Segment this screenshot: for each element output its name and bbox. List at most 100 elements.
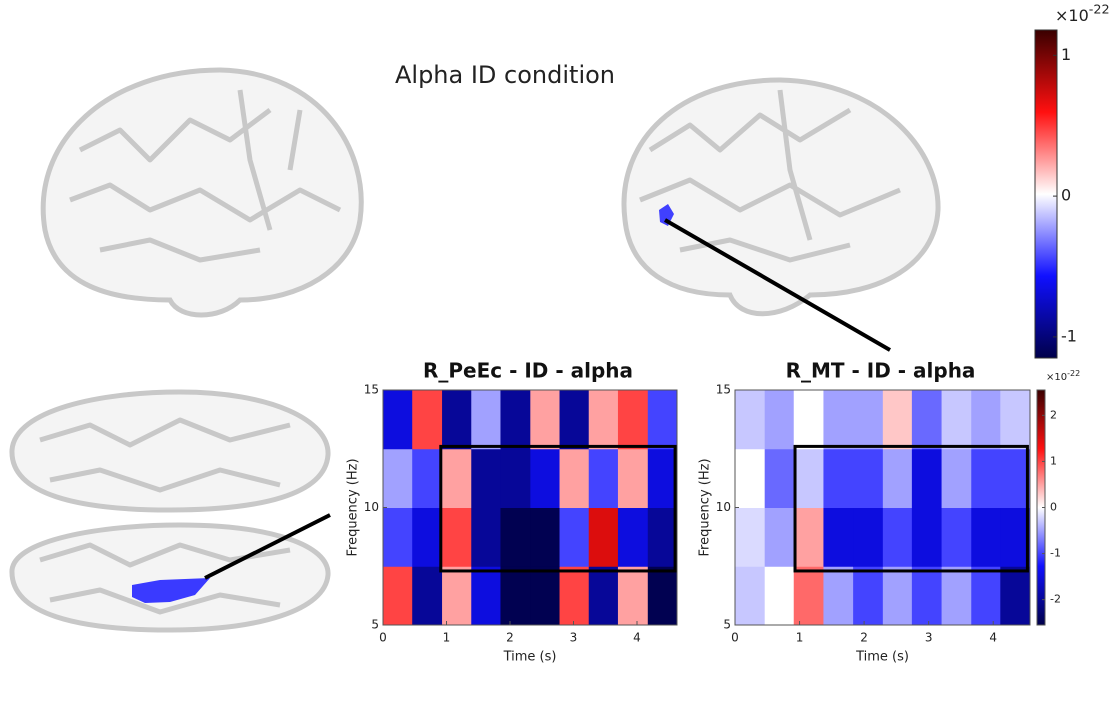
colorbar [1034,29,1058,359]
heatmap-cell [471,566,501,626]
colorbar-tick-label: -1 [1061,326,1077,345]
heatmap-cell [647,448,678,508]
colorbar-tick-label: 2 [1050,408,1057,421]
heatmap-cell [941,566,972,626]
brain-left-lateral [40,67,364,318]
x-tick-label: 2 [506,631,514,645]
heatmap-cell [412,507,443,567]
connector [204,513,331,580]
heatmap-cell [500,566,531,626]
heatmap-cell [559,566,590,626]
heatmap-cell [617,448,649,508]
x-tick-label: 1 [443,631,451,645]
heatmap-cell [793,390,824,450]
heatmap-cell [793,566,824,626]
y-tick-label: 10 [364,500,379,514]
brain-top [9,389,331,633]
heatmap-cell [442,448,472,508]
heatmap-cell [823,507,854,567]
heatmap-cell [1000,448,1031,508]
x-tick-label: 3 [570,631,578,645]
plot-title: R_MT - ID - alpha [786,359,976,383]
heatmap-cell [647,566,678,626]
heatmap-cell [882,507,913,567]
heatmap-cell [764,507,795,567]
heatmap-cell [383,507,413,567]
heatmap-cell [853,390,884,450]
heatmap-cell [823,448,854,508]
multiplier-exponent: -22 [1067,369,1080,378]
heatmap-cell [442,507,472,567]
y-tick-label: 10 [716,500,731,514]
x-tick-label: 0 [731,631,739,645]
plot-title: R_PeEc - ID - alpha [423,359,633,383]
heatmap-cell [471,390,501,450]
colorbar-tick-label: 0 [1050,501,1057,514]
heatmap-cell [853,448,884,508]
x-tick-label: 1 [796,631,804,645]
figure-title: Alpha ID condition [395,61,615,89]
heatmap-cell [559,507,590,567]
heatmap-cell [971,448,1001,508]
heatmap-cell [647,390,678,450]
brain-right-lateral [621,77,941,317]
colorbar-tick-label: 0 [1061,186,1071,205]
connector [663,218,892,352]
heatmap-cell [941,448,972,508]
heatmap-cell [971,566,1001,626]
heatmap-cell [735,448,766,508]
y-tick-label: 5 [371,618,379,632]
colorbar-tick-label: 1 [1061,45,1071,64]
colorbar-tick-label: -2 [1050,593,1061,606]
heatmap-cell [911,507,943,567]
x-tick-label: 0 [379,631,387,645]
x-tick-label: 2 [860,631,868,645]
x-tick-label: 4 [989,631,997,645]
heatmap-cell [911,390,943,450]
y-axis-label: Frequency (Hz) [346,458,361,556]
heatmap-cell [442,566,472,626]
heatmap-cell [647,507,678,567]
multiplier-base: ×10 [1046,372,1067,383]
heatmap-cell [588,566,619,626]
heatmap-cell [500,507,531,567]
heatmap-cell [559,390,590,450]
colorbar-multiplier: ×10-22 [1055,2,1110,24]
heatmap-cell [588,507,619,567]
heatmap-cell [1000,566,1031,626]
analysis-window [439,444,677,573]
heatmap-cell [823,566,854,626]
heatmap-cell [383,390,413,450]
heatmap-cell [471,448,501,508]
heatmap-cell [442,390,472,450]
heatmap-cell [383,448,413,508]
heatmap-cell [530,507,561,567]
heatmap-cell [882,566,913,626]
heatmap-cell [617,390,649,450]
heatmap-cell [793,507,824,567]
heatmap-cell [412,566,443,626]
multiplier-base: ×10 [1055,6,1089,25]
x-axis-label: Time (s) [855,650,909,665]
heatmap-cell [530,566,561,626]
heatmap-cell [793,448,824,508]
multiplier-exponent: -22 [1089,2,1110,17]
heatmap-cell [823,390,854,450]
heatmap-cell [412,448,443,508]
colorbar-multiplier: ×10-22 [1046,369,1080,384]
heatmap-cell [530,390,561,450]
heatmap-cell [1000,390,1031,450]
y-tick-label: 5 [723,618,731,632]
heatmap-cell [471,507,501,567]
heatmap-cell [764,448,795,508]
heatmap-cell [588,390,619,450]
heatmap-cell [764,566,795,626]
y-axis-label: Frequency (Hz) [698,458,713,556]
heatmap-cell [383,566,413,626]
heatmap-cell [617,566,649,626]
x-axis-label: Time (s) [503,650,557,665]
y-tick-label: 15 [364,383,379,397]
x-tick-label: 4 [633,631,641,645]
heatmap-cell [853,507,884,567]
